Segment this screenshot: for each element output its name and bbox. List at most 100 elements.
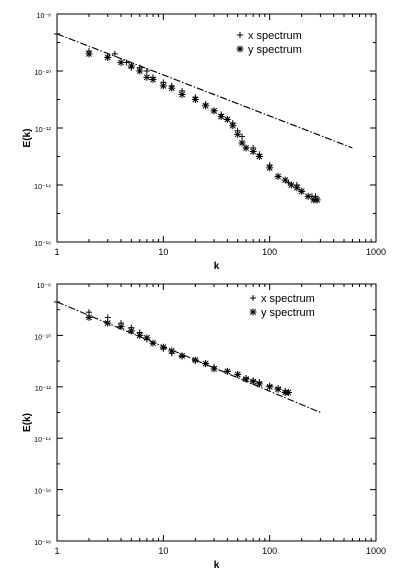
y-tick-label: 10⁻¹⁰ [34,333,51,341]
x-tick-label: 10 [158,546,168,556]
y-axis-ticks [57,13,376,243]
x-tick-label: 10 [158,247,168,257]
data-point [127,62,135,70]
data-point [202,360,210,368]
series-x-spectrum [54,30,319,200]
legend-entry: x spectrum [248,30,302,42]
data-point [238,139,246,147]
data-point [223,367,231,375]
data-point [104,319,112,327]
y-tick-label: 10⁻¹⁴ [34,184,51,191]
data-point [54,30,60,37]
y-tick-label: 10⁻¹² [35,127,52,134]
x-axis-label: k [214,560,220,568]
legend-entry: x spectrum [261,293,315,305]
legend-entry: y spectrum [261,307,315,319]
data-point [104,314,111,321]
data-point [111,50,118,57]
data-point [143,334,151,342]
legend-marker [249,308,257,316]
data-point [159,343,167,351]
data-point [143,73,151,81]
y-tick-label: 10⁻¹⁰ [34,69,51,77]
y-axis-ticks [57,283,376,542]
data-point [168,84,176,92]
data-point [249,147,257,155]
y-tick-label: 10⁻¹⁶ [34,489,51,496]
data-point [281,176,289,184]
y-axis-label: E(k) [22,129,33,148]
y-tick-label: 10⁻¹⁴ [34,437,51,444]
data-point [178,352,186,360]
y-tick-label: 10⁻¹² [35,386,52,393]
data-point [217,113,225,121]
data-point [242,375,250,383]
data-point [104,53,112,61]
y-tick-label: 10⁻⁸ [37,13,51,20]
data-point [266,164,274,172]
data-point [266,383,274,391]
data-point [168,347,176,355]
data-point [191,356,199,364]
data-point [191,96,199,103]
data-point [178,90,186,98]
x-axis-label: k [214,261,220,272]
data-point [255,153,263,160]
x-tick-label: 1000 [366,546,386,556]
x-axis-ticks [56,14,372,242]
data-point [223,115,231,123]
legend-entry: y spectrum [248,44,302,56]
data-point [249,378,257,386]
data-point [159,82,167,90]
fit-line [56,33,353,149]
data-point [85,313,93,321]
data-point [255,380,263,388]
data-point [202,102,210,110]
data-point [210,365,218,373]
x-axis-ticks [56,284,372,541]
data-point [149,76,157,84]
y-tick-label: 10⁻¹⁶ [34,241,51,248]
data-point [54,298,60,305]
data-point [304,192,312,200]
data-point [298,187,306,195]
y-tick-label: 10⁻⁸ [37,283,51,290]
data-point [293,184,301,192]
data-point [229,122,237,130]
data-point [85,50,93,58]
x-tick-label: 1000 [366,247,386,257]
x-tick-label: 100 [262,247,277,257]
data-point [127,327,135,335]
x-tick-label: 100 [262,546,277,556]
data-point [136,67,144,75]
data-point [284,389,292,397]
chart-panel-top: 1 10 100 1000 10⁻⁸ 10⁻¹⁰ 10⁻¹² 10⁻¹⁴ 10⁻¹⁶ k E(k) x… [22,13,386,272]
data-point [274,172,282,180]
data-point [313,196,321,204]
data-point [136,331,144,339]
series-y-spectrum [85,50,321,204]
data-point [274,385,282,393]
data-point [143,68,150,74]
data-point [117,58,125,66]
data-point [234,130,242,138]
legend: x spectrum y spectrum [249,293,315,319]
data-point [117,323,125,331]
chart-panel-bottom: 1 10 100 1000 10⁻⁸ 10⁻¹⁰ 10⁻¹² 10⁻¹⁴ 10⁻¹⁶ 10⁻¹⁸ k… [22,283,386,568]
x-tick-label: 1 [54,546,59,556]
legend-marker [237,32,243,38]
data-point [242,144,250,152]
data-point [234,371,242,379]
data-point [210,107,218,115]
legend: x spectrum y spectrum [236,30,302,56]
y-axis-label: E(k) [22,413,33,432]
x-tick-label: 1 [54,247,59,257]
y-tick-label: 10⁻¹⁸ [34,540,51,547]
data-point [287,181,295,189]
series-y-spectrum [85,313,292,397]
legend-marker [236,45,244,53]
plot-frame [56,13,377,243]
legend-marker [250,295,256,301]
data-point [149,339,157,347]
